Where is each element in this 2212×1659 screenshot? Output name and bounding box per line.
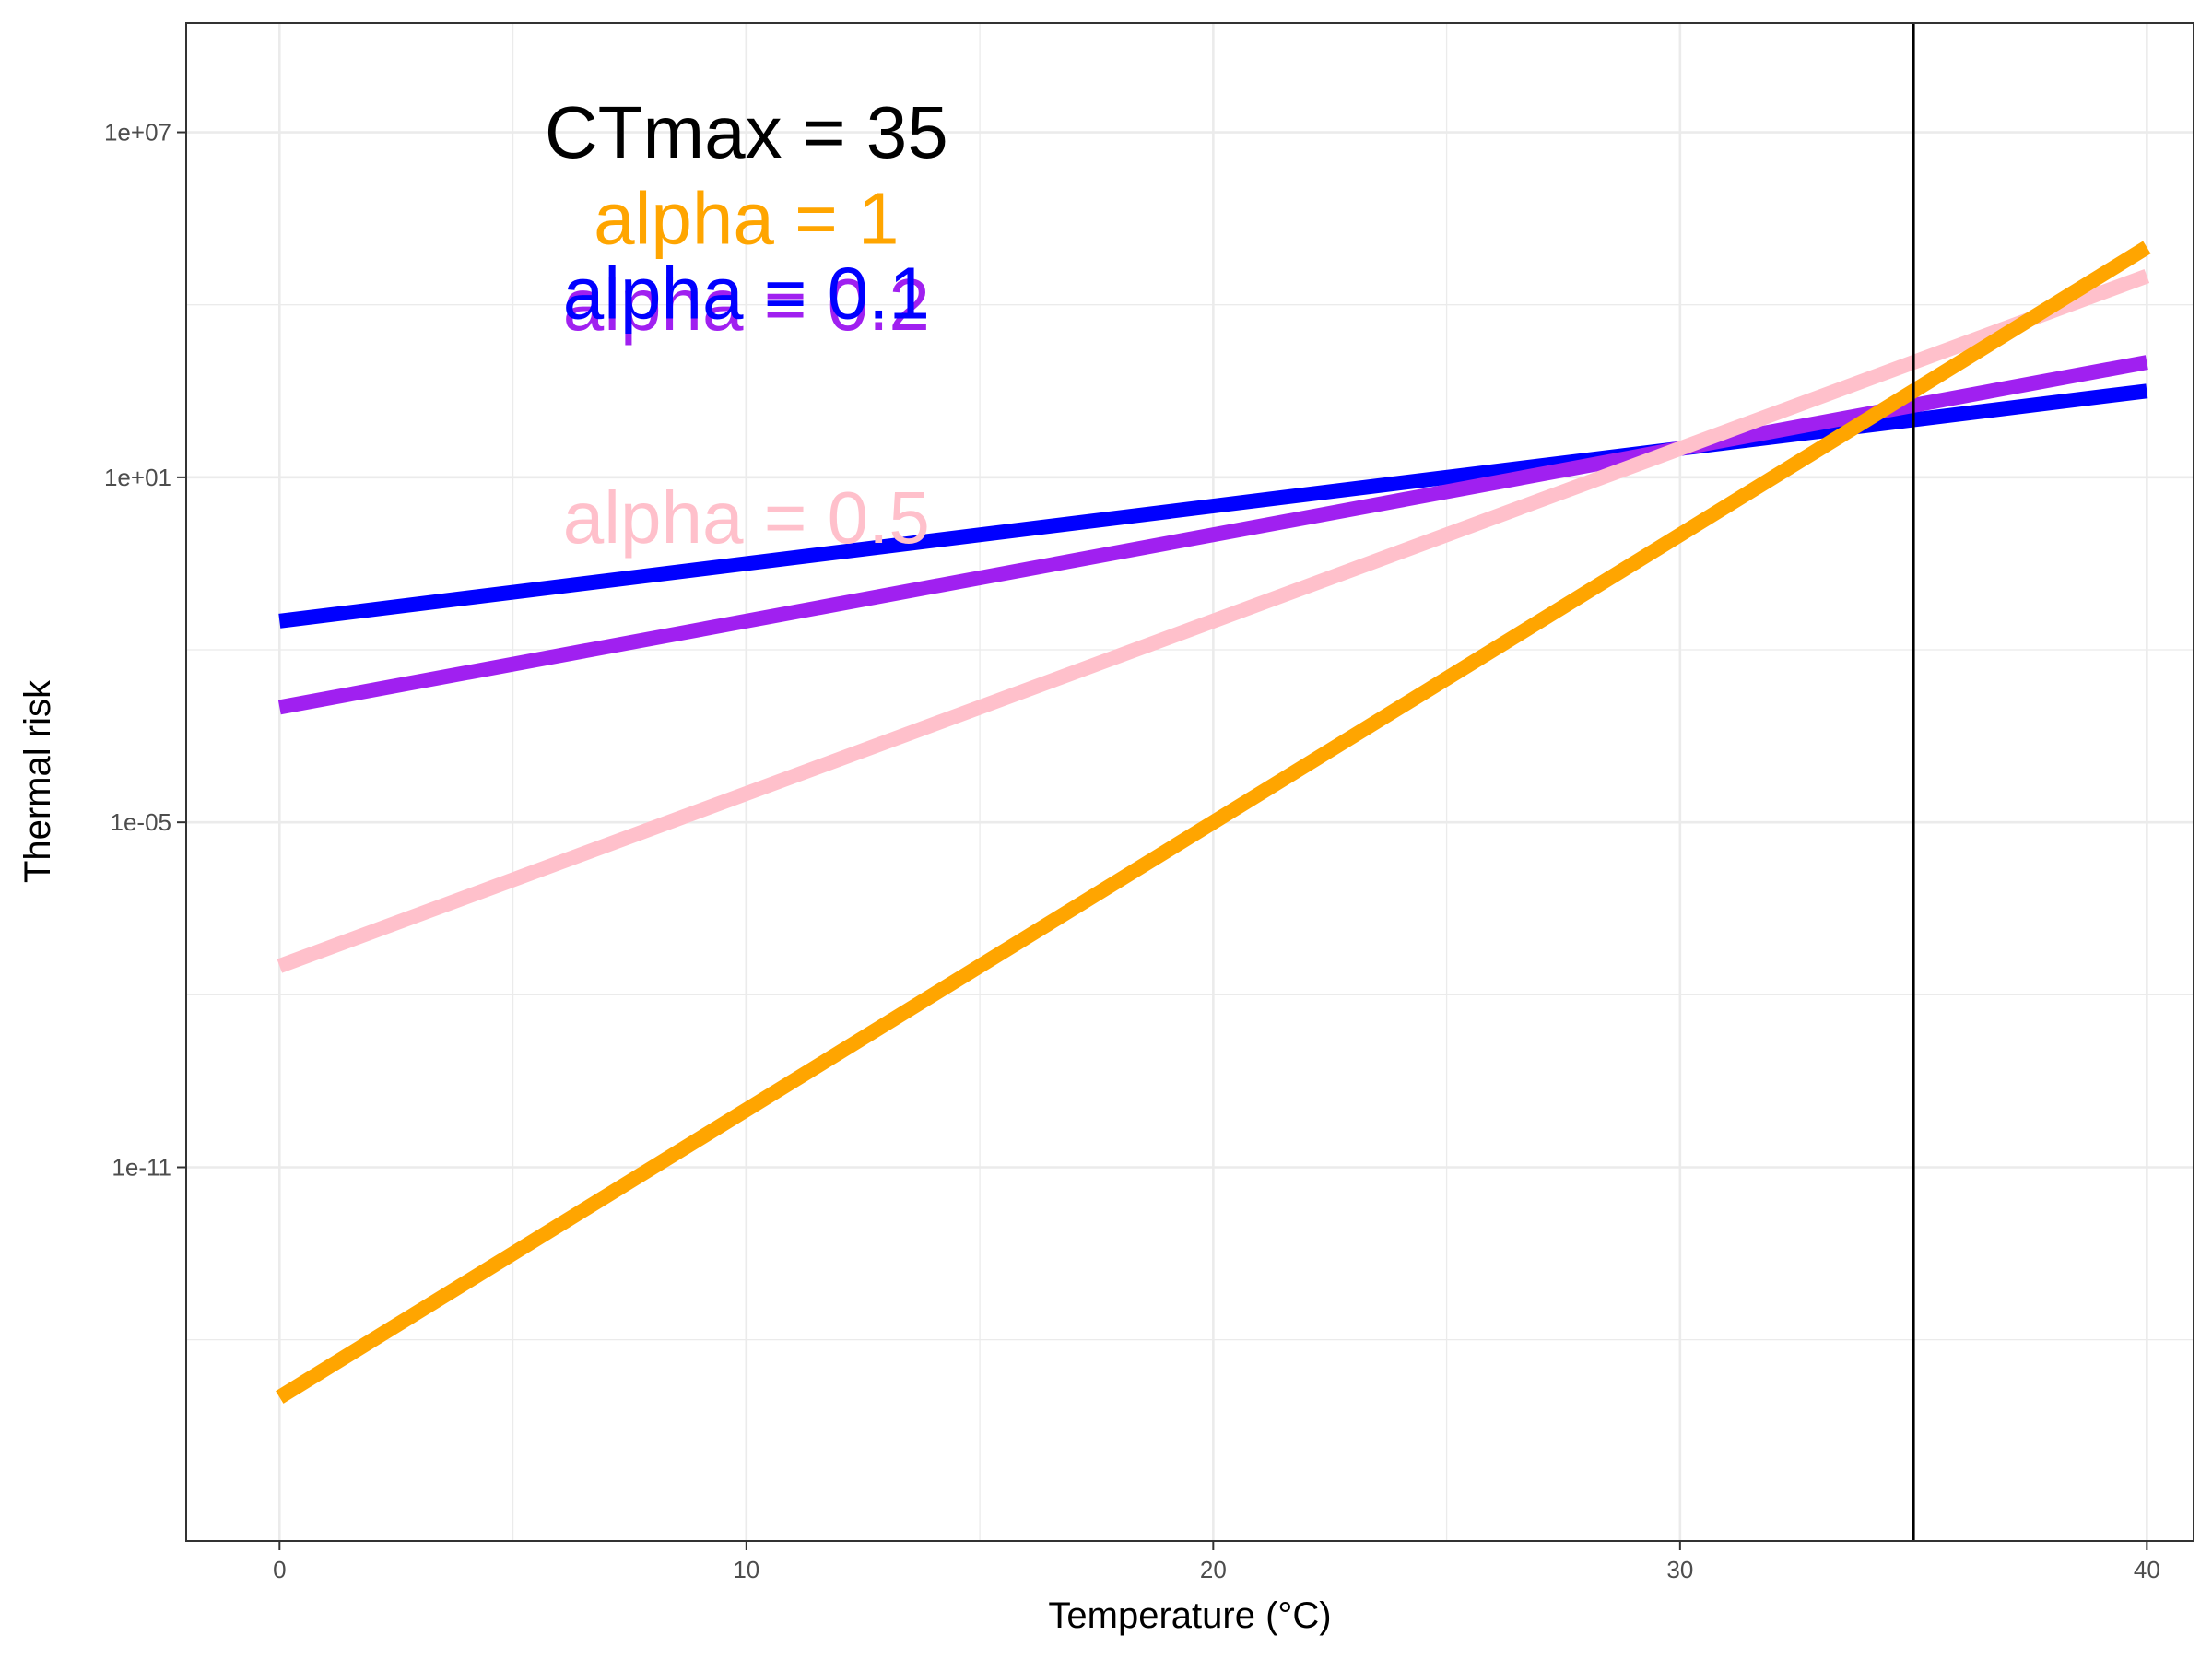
y-tick-label: 1e-11 bbox=[112, 1153, 171, 1181]
annotation-a05: alpha = 0.5 bbox=[563, 477, 930, 559]
series-line-1 bbox=[277, 355, 2148, 715]
x-tick-label: 0 bbox=[273, 1556, 286, 1583]
x-axis-title: Temperature (°C) bbox=[1048, 1595, 1331, 1636]
x-tick-label: 20 bbox=[1200, 1556, 1227, 1583]
x-tick-label: 10 bbox=[733, 1556, 759, 1583]
annotation-a1: alpha = 1 bbox=[594, 178, 899, 260]
plot-panel bbox=[186, 23, 2194, 1541]
x-tick-label: 30 bbox=[1666, 1556, 1693, 1583]
y-tick-label: 1e+01 bbox=[104, 464, 171, 491]
annotation-a01: alpha = 0.1 bbox=[563, 253, 930, 335]
x-tick-label: 40 bbox=[2134, 1556, 2160, 1583]
series-line-3 bbox=[276, 241, 2151, 1404]
series-layer bbox=[276, 241, 2151, 1404]
y-tick-label: 1e-05 bbox=[111, 808, 172, 836]
axis-layer: 0 10 20 30 40 1e+07 1e+01 1e-05 1e-11 bbox=[104, 119, 2160, 1583]
y-tick-label: 1e+07 bbox=[104, 119, 171, 147]
y-axis-title: Thermal risk bbox=[18, 679, 58, 883]
annotation-a02: alpha = 0.2 bbox=[563, 264, 930, 346]
plot-border bbox=[185, 22, 2194, 1542]
annotation-ctmax: CTmax = 35 bbox=[545, 91, 948, 173]
series-line-0 bbox=[278, 383, 2148, 629]
series-line-2 bbox=[276, 268, 2150, 973]
